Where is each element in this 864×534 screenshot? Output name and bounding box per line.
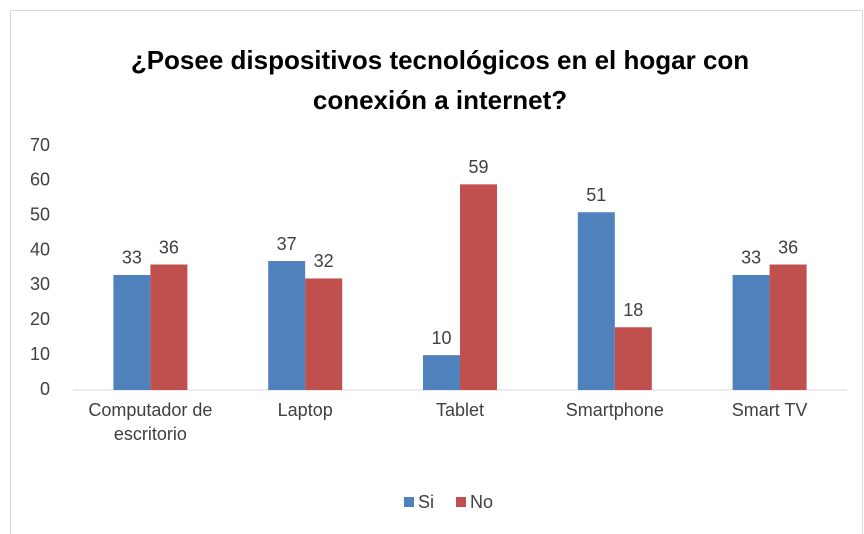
legend-swatch <box>404 497 414 507</box>
value-label: 59 <box>468 157 488 177</box>
x-tick-label: Tablet <box>435 400 485 420</box>
y-tick-label: 30 <box>30 274 50 294</box>
value-label: 36 <box>159 237 179 257</box>
value-label: 33 <box>122 248 142 268</box>
value-label: 33 <box>741 248 761 268</box>
value-label: 51 <box>586 185 606 205</box>
x-tick-label: Laptop <box>277 400 333 420</box>
y-tick-label: 20 <box>30 309 50 329</box>
value-label: 37 <box>277 234 297 254</box>
y-tick-label: 40 <box>30 239 50 259</box>
bar <box>614 327 652 390</box>
value-label: 36 <box>778 237 798 257</box>
bar <box>732 274 770 390</box>
y-tick-label: 0 <box>40 379 50 399</box>
value-label: 18 <box>623 300 643 320</box>
x-tick-label: Computador de escritorio <box>88 400 213 444</box>
chart-title: ¿Posee dispositivos tecnológicos en el h… <box>130 45 750 115</box>
y-tick-label: 60 <box>30 170 50 190</box>
bar <box>150 264 188 390</box>
legend-label: Si <box>418 492 434 512</box>
bar <box>769 264 807 390</box>
value-label: 32 <box>314 251 334 271</box>
bar <box>460 184 497 390</box>
x-tick-label: Smart TV <box>731 400 808 420</box>
bar <box>305 278 343 390</box>
y-tick-label: 10 <box>30 344 50 364</box>
x-tick-label: Smartphone <box>565 400 664 420</box>
y-tick-label: 50 <box>30 204 50 224</box>
bar <box>268 261 306 390</box>
bar <box>423 355 460 390</box>
bar <box>577 212 615 390</box>
bar <box>113 274 151 390</box>
y-tick-label: 70 <box>30 135 50 155</box>
legend-label: No <box>470 492 493 512</box>
chart-border <box>10 10 863 534</box>
legend-swatch <box>456 497 466 507</box>
value-label: 10 <box>431 328 451 348</box>
